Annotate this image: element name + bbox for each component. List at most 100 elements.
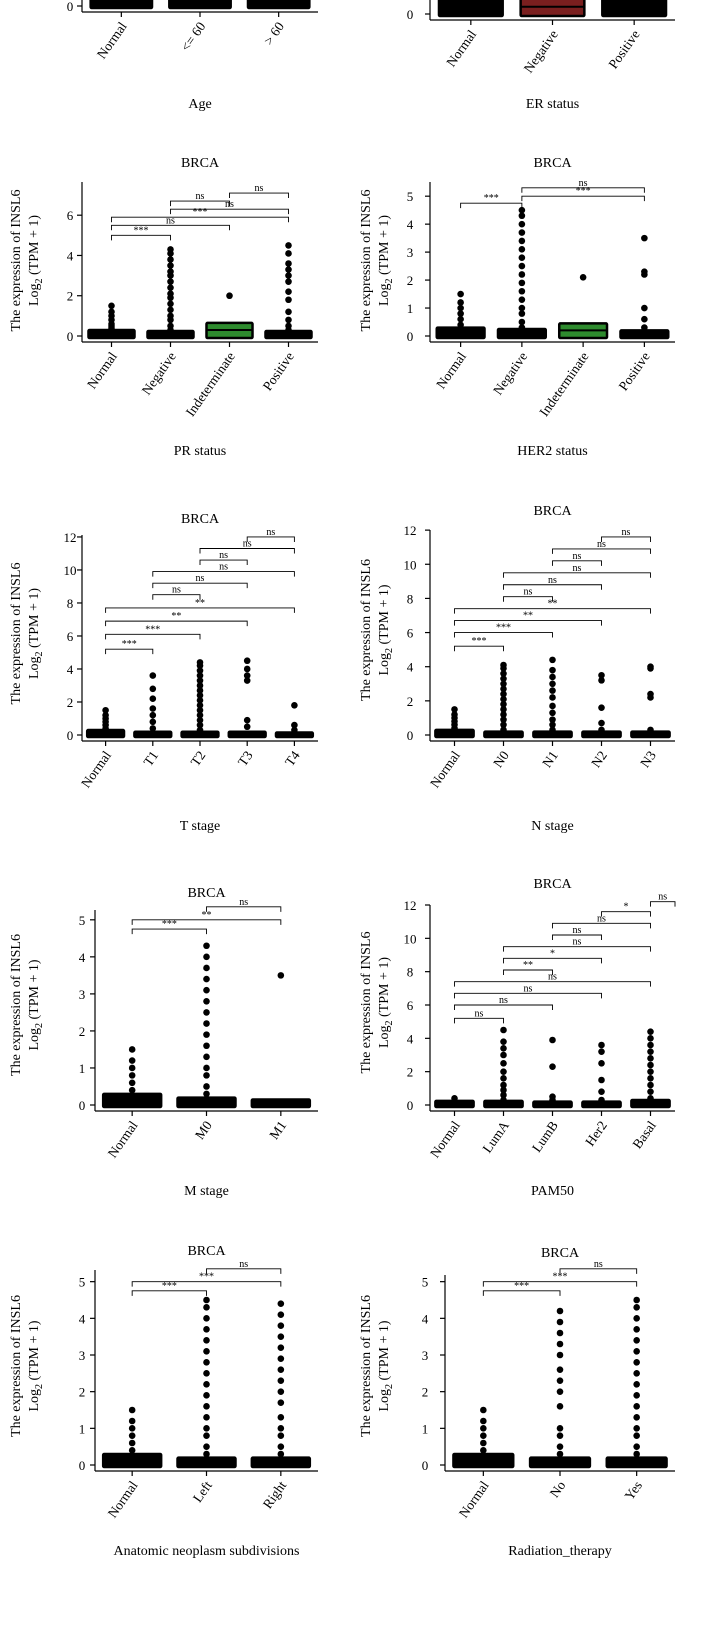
category-label: T1 bbox=[140, 748, 161, 769]
y-tick-label: 0 bbox=[67, 0, 74, 14]
outlier-point bbox=[549, 1036, 556, 1044]
outlier-point bbox=[549, 702, 556, 710]
outlier-point bbox=[556, 1377, 564, 1384]
category-label: LumA bbox=[479, 1118, 512, 1156]
chart-title: BRCA bbox=[541, 1246, 580, 1261]
y-tick-label: 0 bbox=[407, 7, 414, 22]
chart-title: BRCA bbox=[533, 877, 572, 892]
category-label: Normal bbox=[443, 27, 479, 70]
outlier-point bbox=[500, 685, 507, 693]
significance-bracket bbox=[601, 536, 651, 542]
outlier-point bbox=[196, 726, 204, 734]
outlier-point bbox=[518, 262, 526, 270]
significance-bracket bbox=[111, 216, 289, 223]
chart-title: BRCA bbox=[533, 156, 572, 171]
y-tick-label: 12 bbox=[64, 530, 77, 545]
outlier-point bbox=[457, 310, 464, 317]
outlier-point bbox=[480, 1447, 487, 1454]
outlier-point bbox=[285, 288, 292, 296]
y-tick-label: 5 bbox=[79, 1275, 86, 1290]
outlier-point bbox=[149, 718, 157, 726]
significance-bracket bbox=[521, 195, 645, 202]
significance-label: *** bbox=[484, 193, 499, 204]
y-tick-label: 3 bbox=[407, 245, 414, 260]
outlier-point bbox=[500, 711, 507, 718]
significance-label: ** bbox=[202, 910, 212, 921]
outlier-point bbox=[128, 1057, 136, 1064]
panel-anatomic: 0 1 2 3 4 5 Normal Left Right *** *** ns BRCA The exp… bbox=[9, 1244, 318, 1559]
outlier-point bbox=[196, 721, 204, 729]
outlier-point bbox=[203, 1042, 210, 1050]
outlier-point bbox=[196, 682, 204, 689]
y-tick-label: 10 bbox=[64, 563, 77, 578]
y-tick-label: 5 bbox=[407, 189, 414, 204]
outlier-point bbox=[291, 721, 298, 729]
significance-label: ns bbox=[594, 1259, 603, 1270]
y-tick-label: 4 bbox=[422, 1311, 429, 1326]
y-tick-label: 2 bbox=[79, 1385, 86, 1400]
outlier-point bbox=[500, 690, 507, 698]
outlier-point bbox=[128, 1439, 136, 1447]
chart-title: BRCA bbox=[187, 886, 226, 901]
category-label: Normal bbox=[84, 349, 120, 392]
y-tick-label: 6 bbox=[67, 208, 74, 223]
outlier-point bbox=[518, 318, 526, 326]
outlier-point bbox=[108, 308, 115, 316]
significance-label: ns bbox=[196, 191, 205, 202]
significance-label: *** bbox=[162, 1281, 177, 1292]
outlier-point bbox=[203, 1432, 210, 1439]
panel-age: 0 Normal <= 60 > 60 Age bbox=[67, 0, 318, 112]
category-label: T4 bbox=[282, 748, 303, 769]
box-Normal bbox=[437, 0, 504, 18]
outlier-point bbox=[196, 706, 204, 714]
y-tick-label: 1 bbox=[79, 1061, 86, 1076]
significance-label: ** bbox=[548, 599, 558, 610]
outlier-point bbox=[500, 1081, 507, 1089]
outlier-point bbox=[500, 700, 507, 708]
outlier-point bbox=[203, 1053, 210, 1061]
category-label: Normal bbox=[105, 1478, 141, 1521]
significance-bracket bbox=[105, 648, 154, 655]
outlier-point bbox=[203, 1304, 210, 1311]
box-Normal bbox=[89, 0, 154, 10]
y-units-log: Log bbox=[27, 1028, 42, 1051]
significance-bracket bbox=[552, 548, 651, 554]
outlier-point bbox=[203, 986, 210, 994]
significance-bracket bbox=[152, 571, 295, 577]
outlier-point bbox=[633, 1359, 640, 1366]
significance-bracket bbox=[454, 981, 651, 987]
significance-bracket bbox=[552, 934, 602, 940]
outlier-point bbox=[203, 1090, 210, 1098]
significance-label: ns bbox=[658, 892, 667, 903]
x-axis-title: N stage bbox=[531, 819, 573, 834]
significance-bracket bbox=[650, 901, 676, 907]
outlier-point bbox=[633, 1337, 640, 1344]
outlier-point bbox=[203, 942, 210, 950]
outlier-point bbox=[633, 1414, 640, 1421]
outlier-point bbox=[647, 1048, 654, 1055]
outlier-point bbox=[457, 304, 464, 312]
outlier-point bbox=[128, 1425, 136, 1432]
category-label: LumB bbox=[529, 1118, 561, 1155]
significance-label: *** bbox=[496, 623, 511, 634]
outlier-point bbox=[243, 665, 251, 673]
outlier-point bbox=[641, 268, 648, 275]
outlier-point bbox=[579, 273, 587, 281]
outlier-point bbox=[149, 705, 157, 712]
outlier-point bbox=[203, 1064, 210, 1072]
outlier-point bbox=[277, 1399, 285, 1406]
outlier-point bbox=[203, 1403, 210, 1410]
outlier-point bbox=[167, 246, 174, 253]
outlier-point bbox=[291, 726, 298, 734]
significance-label: * bbox=[624, 902, 629, 913]
outlier-point bbox=[549, 726, 556, 734]
significance-label: *** bbox=[553, 1272, 568, 1283]
x-axis-title: Age bbox=[188, 97, 211, 112]
outlier-point bbox=[647, 1068, 654, 1075]
significance-bracket bbox=[246, 536, 295, 542]
outlier-point bbox=[641, 315, 648, 323]
y-tick-label: 3 bbox=[79, 1348, 86, 1363]
panel-pr: 0 2 4 6 Normal Negative Indeterminate Positive *… bbox=[9, 156, 318, 459]
category-label: T2 bbox=[188, 748, 209, 769]
